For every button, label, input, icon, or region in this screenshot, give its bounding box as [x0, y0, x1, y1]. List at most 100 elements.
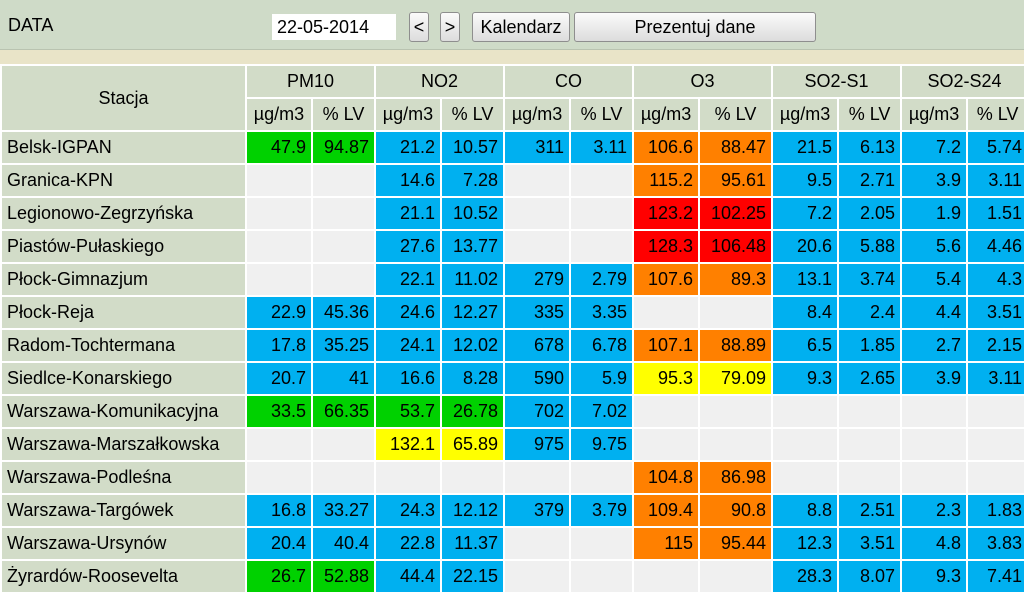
no2-value-cell: 53.7	[374, 394, 442, 429]
co-lv-cell: 9.75	[569, 427, 635, 462]
so2-s24-value-cell	[900, 394, 969, 429]
o3-lv-cell: 90.8	[698, 493, 774, 528]
show-data-button[interactable]: Prezentuj dane	[574, 12, 816, 42]
pm10-lv-cell	[311, 163, 376, 198]
co-lv-cell	[569, 229, 635, 264]
o3-lv-cell: 79.09	[698, 361, 774, 396]
so2-s24-lv-cell: 7.41	[966, 559, 1024, 594]
so2-s1-value-cell: 8.4	[771, 295, 840, 330]
table-row: Warszawa-Komunikacyjna 33.5 66.35 53.7 26.78…	[0, 394, 1024, 429]
unit-header-lv: % LV	[439, 97, 506, 132]
o3-lv-cell: 88.47	[698, 130, 774, 165]
pm10-lv-cell: 52.88	[311, 559, 376, 594]
toolbar: DATA < > Kalendarz Prezentuj dane	[0, 0, 1024, 50]
no2-lv-cell: 10.57	[439, 130, 506, 165]
pm10-value-cell	[245, 460, 313, 495]
co-value-cell: 379	[503, 493, 572, 528]
co-lv-cell: 3.11	[569, 130, 635, 165]
pm10-lv-cell	[311, 196, 376, 231]
no2-lv-cell: 65.89	[439, 427, 506, 462]
pm10-value-cell: 26.7	[245, 559, 313, 594]
co-lv-cell: 6.78	[569, 328, 635, 363]
date-label: DATA	[8, 15, 54, 35]
pm10-value-cell: 22.9	[245, 295, 313, 330]
no2-lv-cell: 11.37	[439, 526, 506, 561]
so2-s24-value-cell: 1.9	[900, 196, 969, 231]
so2-s24-lv-cell	[966, 394, 1024, 429]
unit-header-ugm3: µg/m3	[771, 97, 840, 132]
o3-header: O3	[632, 64, 774, 99]
unit-header-row: µg/m3 % LV µg/m3 % LV µg/m3 % LV µg/m3 %…	[1, 97, 1024, 132]
no2-value-cell: 16.6	[374, 361, 442, 396]
o3-value-cell	[632, 394, 701, 429]
no2-value-cell: 14.6	[374, 163, 442, 198]
station-name: Belsk-IGPAN	[0, 130, 247, 165]
no2-value-cell: 24.3	[374, 493, 442, 528]
so2-s1-lv-cell: 2.65	[837, 361, 903, 396]
so2-s1-lv-cell	[837, 427, 903, 462]
table-row: Legionowo-Zegrzyńska 21.1 10.52 123.2 102.25…	[0, 196, 1024, 231]
so2-s1-value-cell	[771, 394, 840, 429]
pm10-value-cell	[245, 229, 313, 264]
pm10-value-cell	[245, 427, 313, 462]
station-name: Płock-Gimnazjum	[0, 262, 247, 297]
date-input[interactable]	[272, 14, 396, 40]
pm10-lv-cell: 66.35	[311, 394, 376, 429]
so2-s24-value-cell: 3.9	[900, 163, 969, 198]
co-value-cell	[503, 229, 572, 264]
so2-s1-header: SO2-S1	[771, 64, 903, 99]
no2-value-cell: 22.8	[374, 526, 442, 561]
so2-s1-lv-cell: 2.4	[837, 295, 903, 330]
no2-lv-cell: 11.02	[439, 262, 506, 297]
so2-s24-value-cell: 3.9	[900, 361, 969, 396]
co-value-cell: 279	[503, 262, 572, 297]
o3-value-cell: 109.4	[632, 493, 701, 528]
pm10-value-cell: 33.5	[245, 394, 313, 429]
co-value-cell	[503, 559, 572, 594]
no2-lv-cell: 26.78	[439, 394, 506, 429]
no2-lv-cell	[439, 460, 506, 495]
pm10-lv-cell: 45.36	[311, 295, 376, 330]
o3-lv-cell: 106.48	[698, 229, 774, 264]
no2-lv-cell: 8.28	[439, 361, 506, 396]
so2-s24-value-cell: 7.2	[900, 130, 969, 165]
pm10-lv-cell	[311, 229, 376, 264]
co-value-cell: 975	[503, 427, 572, 462]
no2-value-cell: 24.1	[374, 328, 442, 363]
co-lv-cell	[569, 559, 635, 594]
station-name: Warszawa-Targówek	[0, 493, 247, 528]
pm10-value-cell	[245, 196, 313, 231]
calendar-button[interactable]: Kalendarz	[472, 12, 570, 42]
o3-value-cell: 107.1	[632, 328, 701, 363]
pm10-value-cell	[245, 163, 313, 198]
table-row: Radom-Tochtermana 17.8 35.25 24.1 12.02 678 6.…	[0, 328, 1024, 363]
co-value-cell	[503, 460, 572, 495]
so2-s1-lv-cell: 1.85	[837, 328, 903, 363]
so2-s1-lv-cell	[837, 394, 903, 429]
no2-lv-cell: 12.27	[439, 295, 506, 330]
co-value-cell	[503, 526, 572, 561]
next-day-button[interactable]: >	[440, 12, 460, 42]
o3-value-cell: 106.6	[632, 130, 701, 165]
so2-s1-value-cell: 8.8	[771, 493, 840, 528]
so2-s1-lv-cell: 8.07	[837, 559, 903, 594]
table-row: Warszawa-Marszałkowska 132.1 65.89 975 9.75	[0, 427, 1024, 462]
co-value-cell	[503, 163, 572, 198]
so2-s24-lv-cell	[966, 460, 1024, 495]
o3-value-cell: 115	[632, 526, 701, 561]
pm10-value-cell	[245, 262, 313, 297]
pm10-lv-cell: 41	[311, 361, 376, 396]
so2-s1-lv-cell: 2.71	[837, 163, 903, 198]
co-value-cell: 590	[503, 361, 572, 396]
prev-day-button[interactable]: <	[409, 12, 429, 42]
station-name: Piastów-Pułaskiego	[0, 229, 247, 264]
so2-s1-value-cell: 6.5	[771, 328, 840, 363]
station-name: Granica-KPN	[0, 163, 247, 198]
unit-header-lv: % LV	[837, 97, 903, 132]
unit-header-ugm3: µg/m3	[245, 97, 313, 132]
table-row: Siedlce-Konarskiego 20.7 41 16.6 8.28 590 5.9 9…	[0, 361, 1024, 396]
o3-value-cell: 123.2	[632, 196, 701, 231]
no2-lv-cell: 10.52	[439, 196, 506, 231]
o3-value-cell: 107.6	[632, 262, 701, 297]
co-lv-cell: 2.79	[569, 262, 635, 297]
